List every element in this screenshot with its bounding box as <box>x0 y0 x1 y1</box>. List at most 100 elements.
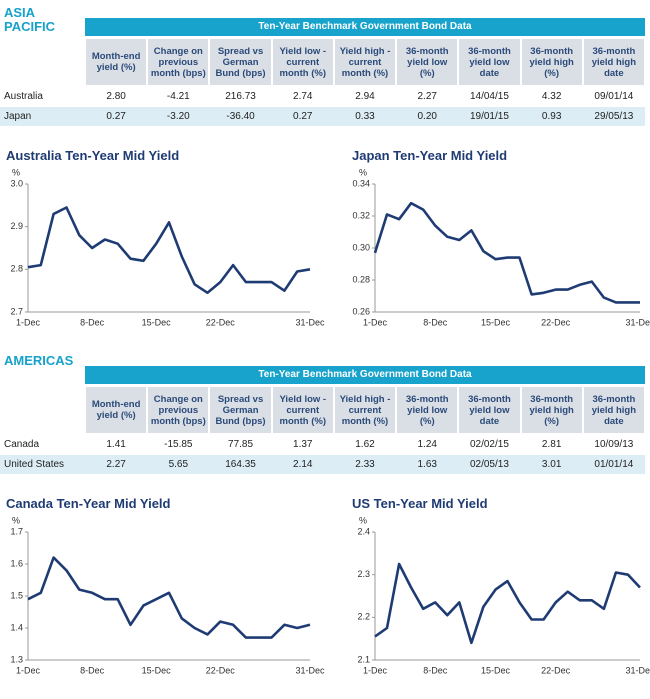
x-tick-label: 22-Dec <box>206 665 236 675</box>
x-tick-label: 8-Dec <box>80 317 105 327</box>
y-unit: % <box>12 167 20 177</box>
table-cell: 01/01/14 <box>594 459 634 470</box>
region-label: ASIA PACIFIC <box>4 5 56 34</box>
chart-title: Australia Ten-Year Mid Yield <box>6 148 180 163</box>
column-header: 36-month yield high (%) <box>521 387 582 433</box>
column-header: Month-end yield (%) <box>86 39 147 85</box>
column-header: Yield low - current month (%) <box>272 387 333 433</box>
table-cell: 2.33 <box>355 459 375 470</box>
column-header: 36-month yield low (%) <box>397 387 458 433</box>
column-header: Yield high - current month (%) <box>334 387 396 433</box>
y-unit: % <box>359 515 367 525</box>
y-tick-label: 1.3 <box>10 654 23 664</box>
yield-line <box>373 201 640 304</box>
y-tick-label: 1.6 <box>10 558 23 568</box>
table-cell: 3.01 <box>541 459 562 470</box>
x-tick-label: 1-Dec <box>363 317 388 327</box>
x-tick-label: 15-Dec <box>481 317 511 327</box>
row-label: Australia <box>4 91 43 102</box>
y-tick-label: 1.4 <box>10 622 23 632</box>
table-cell: 164.35 <box>225 459 256 470</box>
table-title: Ten-Year Benchmark Government Bond Data <box>85 18 645 36</box>
chart-title: US Ten-Year Mid Yield <box>352 496 488 511</box>
table-cell: 1.62 <box>355 439 375 450</box>
table-cell: 02/02/15 <box>469 439 509 450</box>
table-cell: 2.14 <box>293 459 313 470</box>
table-cell: 216.73 <box>225 91 256 102</box>
column-header: 36-month yield low date <box>459 387 520 433</box>
yield-line <box>374 562 641 645</box>
table-cell: 77.85 <box>228 439 254 450</box>
y-tick-label: 2.8 <box>10 264 23 274</box>
y-tick-label: 0.28 <box>352 274 370 284</box>
table-cell: 2.27 <box>417 91 437 102</box>
y-tick-label: 2.7 <box>10 306 23 316</box>
table-cell: 14/04/15 <box>469 91 509 102</box>
column-header: Change on previous month (bps) <box>148 387 209 433</box>
x-tick-label: 15-Dec <box>142 665 172 675</box>
x-tick-label: 31-Dec <box>295 665 325 675</box>
table-cell: 09/01/14 <box>594 91 634 102</box>
table-cell: 2.80 <box>106 91 126 102</box>
y-tick-label: 2.1 <box>357 654 370 664</box>
table-title: Ten-Year Benchmark Government Bond Data <box>85 366 645 384</box>
table-cell: 0.20 <box>417 111 437 122</box>
column-header: 36-month yield low date <box>459 39 520 85</box>
region-label: AMERICAS <box>4 353 74 368</box>
column-header: 36-month yield high date <box>583 387 644 433</box>
column-header: 36-month yield high date <box>583 39 644 85</box>
y-tick-label: 2.4 <box>357 526 370 536</box>
y-tick-label: 2.3 <box>357 569 370 579</box>
x-tick-label: 1-Dec <box>16 665 41 675</box>
table-cell: 0.93 <box>541 111 562 122</box>
table-cell: 2.27 <box>106 459 126 470</box>
x-tick-label: 31-Dec <box>295 317 325 327</box>
y-tick-label: 1.7 <box>10 526 23 536</box>
x-tick-label: 22-Dec <box>541 317 571 327</box>
x-tick-label: 1-Dec <box>363 665 388 675</box>
row-label: Canada <box>4 439 40 450</box>
column-header: 36-month yield high (%) <box>521 39 582 85</box>
row-band <box>0 455 645 474</box>
table-cell: -15.85 <box>164 439 193 450</box>
y-tick-label: 2.9 <box>10 221 23 231</box>
table-cell: 19/01/15 <box>469 111 509 122</box>
x-tick-label: 8-Dec <box>423 317 448 327</box>
table-cell: 29/05/13 <box>594 111 634 122</box>
table-cell: 2.94 <box>355 91 375 102</box>
table-cell: 02/05/13 <box>469 459 509 470</box>
table-cell: 0.33 <box>355 111 375 122</box>
yield-line <box>27 556 311 639</box>
y-tick-label: 3.0 <box>10 178 23 188</box>
y-tick-label: 2.2 <box>357 612 370 622</box>
yield-line <box>27 206 311 295</box>
x-tick-label: 31-Dec <box>625 665 650 675</box>
row-band <box>0 107 645 126</box>
y-tick-label: 0.26 <box>352 306 370 316</box>
table-cell: 2.81 <box>541 439 562 450</box>
column-header: Spread vs German Bund (bps) <box>210 387 271 433</box>
x-tick-label: 8-Dec <box>80 665 105 675</box>
y-tick-label: 0.30 <box>352 242 370 252</box>
row-label: United States <box>4 459 65 470</box>
x-tick-label: 15-Dec <box>142 317 172 327</box>
row-label: Japan <box>4 111 32 122</box>
table-cell: 4.32 <box>541 91 562 102</box>
table-cell: 1.41 <box>106 439 126 450</box>
table-cell: 5.65 <box>168 459 189 470</box>
chart-title: Japan Ten-Year Mid Yield <box>352 148 508 163</box>
x-tick-label: 15-Dec <box>481 665 511 675</box>
x-tick-label: 1-Dec <box>16 317 41 327</box>
y-tick-label: 1.5 <box>10 590 23 600</box>
y-tick-label: 0.34 <box>352 178 370 188</box>
table-cell: -4.21 <box>166 91 190 102</box>
column-header: Yield high - current month (%) <box>334 39 396 85</box>
table-cell: 2.74 <box>293 91 313 102</box>
y-tick-label: 0.32 <box>352 210 370 220</box>
table-cell: -36.40 <box>226 111 255 122</box>
y-unit: % <box>359 167 367 177</box>
column-header: Yield low - current month (%) <box>272 39 333 85</box>
table-cell: 1.24 <box>417 439 437 450</box>
